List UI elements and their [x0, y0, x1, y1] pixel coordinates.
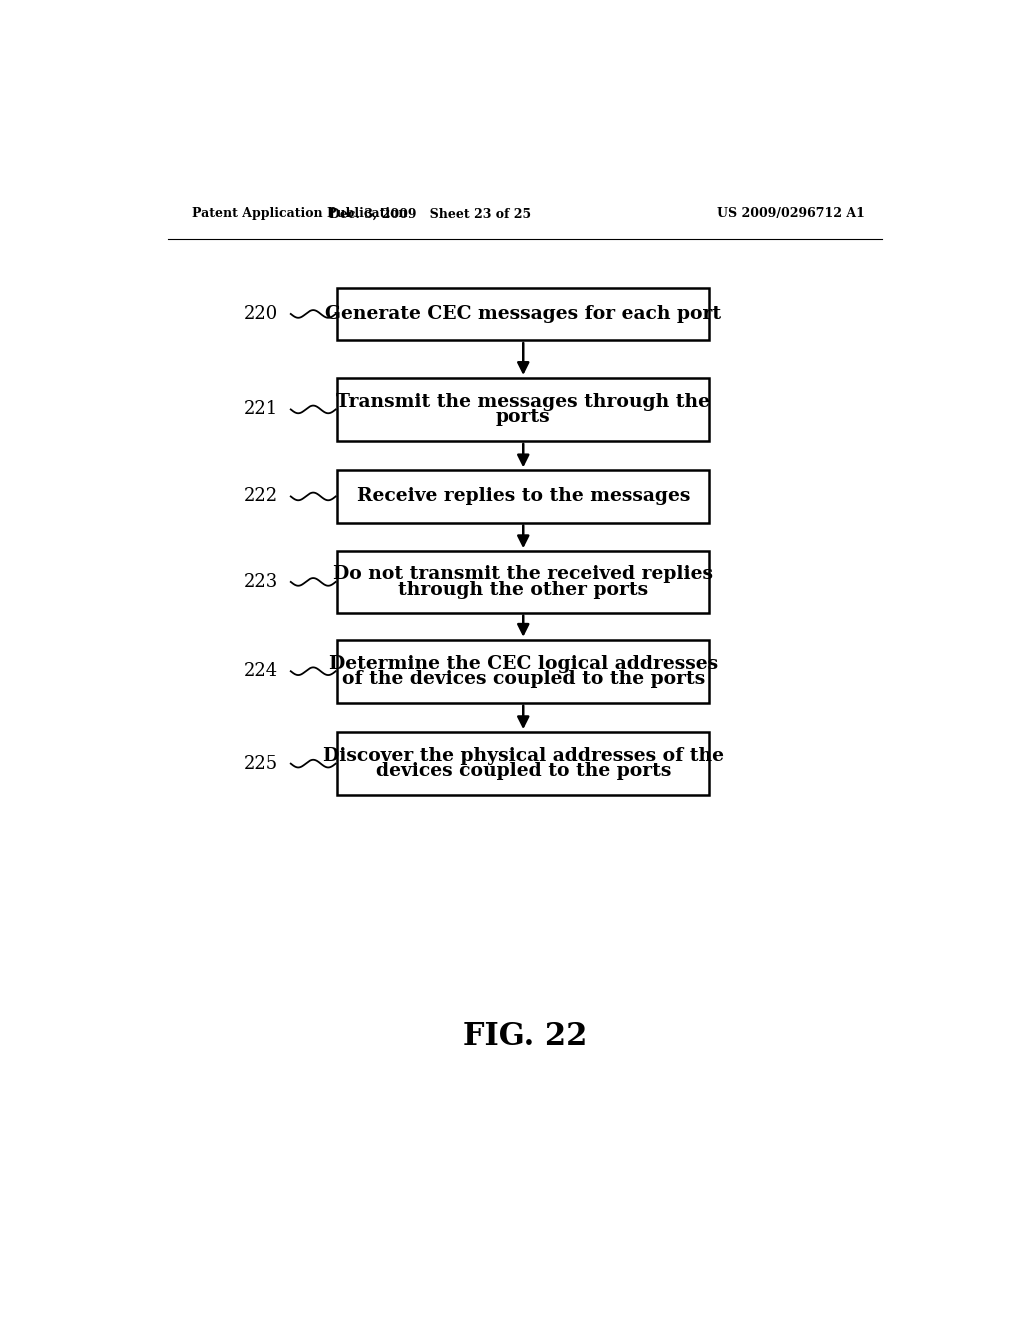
Bar [337, 640, 710, 702]
Text: Receive replies to the messages: Receive replies to the messages [356, 487, 690, 506]
Text: Determine the CEC logical addresses: Determine the CEC logical addresses [329, 655, 718, 672]
Text: ports: ports [496, 408, 551, 426]
Bar [337, 288, 710, 341]
Text: Generate CEC messages for each port: Generate CEC messages for each port [326, 305, 721, 323]
Bar [337, 378, 710, 441]
Bar [337, 552, 710, 612]
Text: FIG. 22: FIG. 22 [463, 1020, 587, 1052]
Text: 221: 221 [244, 400, 279, 418]
Bar [337, 470, 710, 523]
Text: Transmit the messages through the: Transmit the messages through the [336, 393, 711, 411]
Text: US 2009/0296712 A1: US 2009/0296712 A1 [717, 207, 865, 220]
Text: Do not transmit the received replies: Do not transmit the received replies [333, 565, 714, 583]
Text: 224: 224 [245, 663, 279, 680]
Text: devices coupled to the ports: devices coupled to the ports [376, 763, 671, 780]
Text: 222: 222 [245, 487, 279, 506]
Text: through the other ports: through the other ports [398, 581, 648, 598]
Text: 225: 225 [245, 755, 279, 772]
Text: 223: 223 [244, 573, 279, 591]
Bar [337, 733, 710, 795]
Text: Dec. 3, 2009   Sheet 23 of 25: Dec. 3, 2009 Sheet 23 of 25 [329, 207, 531, 220]
Text: 220: 220 [244, 305, 279, 323]
Text: Discover the physical addresses of the: Discover the physical addresses of the [323, 747, 724, 764]
Text: Patent Application Publication: Patent Application Publication [191, 207, 408, 220]
Text: of the devices coupled to the ports: of the devices coupled to the ports [342, 671, 705, 688]
